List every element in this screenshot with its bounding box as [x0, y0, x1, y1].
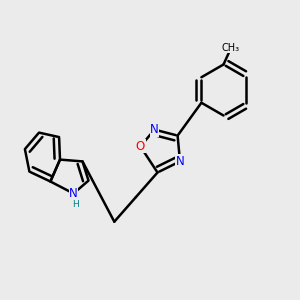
Text: O: O: [136, 140, 145, 153]
Text: H: H: [73, 200, 79, 209]
Text: N: N: [176, 155, 184, 168]
Text: N: N: [150, 123, 159, 136]
Text: CH₃: CH₃: [222, 43, 240, 53]
Text: N: N: [69, 187, 78, 200]
